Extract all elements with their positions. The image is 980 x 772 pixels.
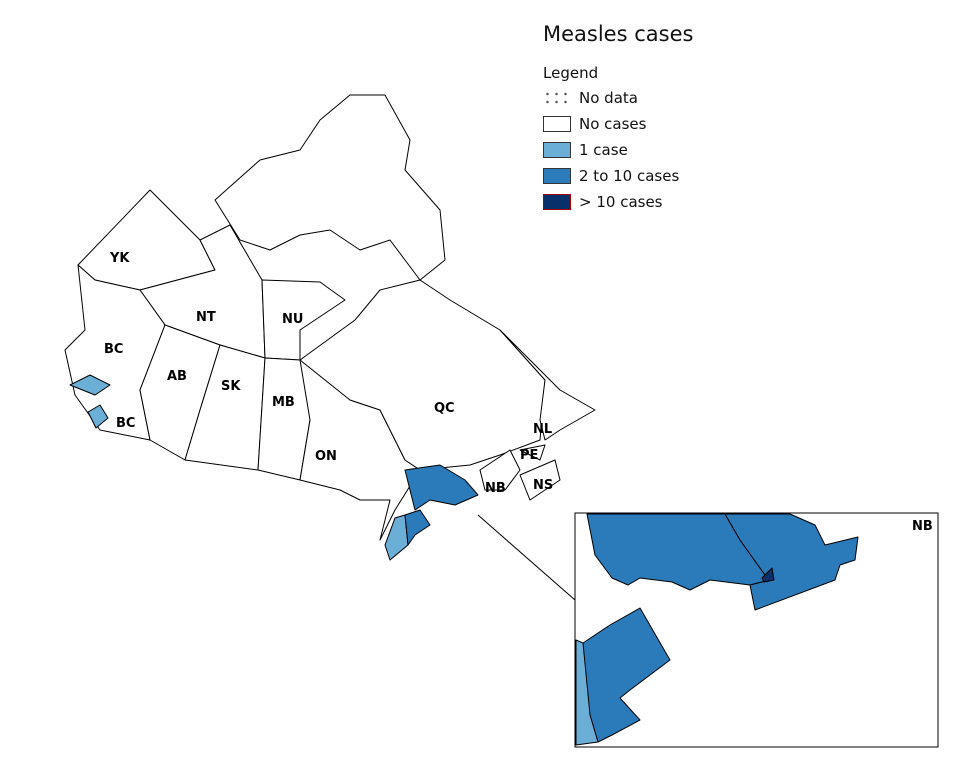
region-nb[interactable] [479, 449, 521, 491]
legend-title: Legend [543, 64, 599, 82]
swatch-1-case [543, 142, 571, 158]
legend-label: 2 to 10 cases [579, 167, 680, 185]
inset-region-over-10[interactable] [761, 567, 775, 583]
legend-label: > 10 cases [579, 193, 663, 211]
label-pe: PE [520, 448, 538, 463]
legend-label: 1 case [579, 141, 628, 159]
swatch-no-data [543, 90, 571, 106]
label-nu: NU [282, 312, 303, 327]
legend-item-over-10-cases: > 10 cases [543, 192, 663, 212]
legend-label: No cases [579, 115, 647, 133]
map-title: Measles cases [543, 22, 694, 46]
label-bc-south: BC [116, 416, 135, 431]
legend-item-no-cases: No cases [543, 114, 646, 134]
inset-label-nb: NB [912, 519, 933, 534]
legend-label: No data [579, 89, 638, 107]
label-bc: BC [104, 342, 123, 357]
region-on-1-case[interactable] [384, 514, 409, 561]
swatch-over-10-cases [543, 194, 571, 210]
label-on: ON [315, 449, 337, 464]
label-sk: SK [221, 379, 241, 394]
region-on-cases-east[interactable] [404, 464, 479, 511]
region-ns[interactable] [519, 459, 561, 501]
label-mb: MB [272, 395, 295, 410]
label-ns: NS [533, 478, 553, 493]
region-nu-islands[interactable] [214, 94, 446, 281]
swatch-no-cases [543, 116, 571, 132]
label-nt: NT [196, 310, 216, 325]
inset-region-1-case[interactable] [575, 639, 599, 746]
region-qc[interactable] [299, 279, 546, 471]
label-qc: QC [434, 401, 455, 416]
legend-item-no-data: No data [543, 88, 638, 108]
label-yk: YK [109, 251, 130, 266]
region-pe[interactable] [519, 444, 546, 461]
label-ab: AB [167, 369, 187, 384]
region-on-cases-south[interactable] [404, 509, 431, 546]
legend-item-1-case: 1 case [543, 140, 628, 160]
swatch-2-10-cases [543, 168, 571, 184]
region-bc-1-case-north[interactable] [69, 374, 111, 396]
label-nb: NB [485, 481, 506, 496]
region-nl[interactable] [499, 329, 596, 441]
region-bc-1-case-south[interactable] [87, 404, 109, 429]
label-nl: NL [533, 422, 552, 437]
region-sk[interactable] [184, 344, 266, 471]
legend-item-2-10-cases: 2 to 10 cases [543, 166, 679, 186]
